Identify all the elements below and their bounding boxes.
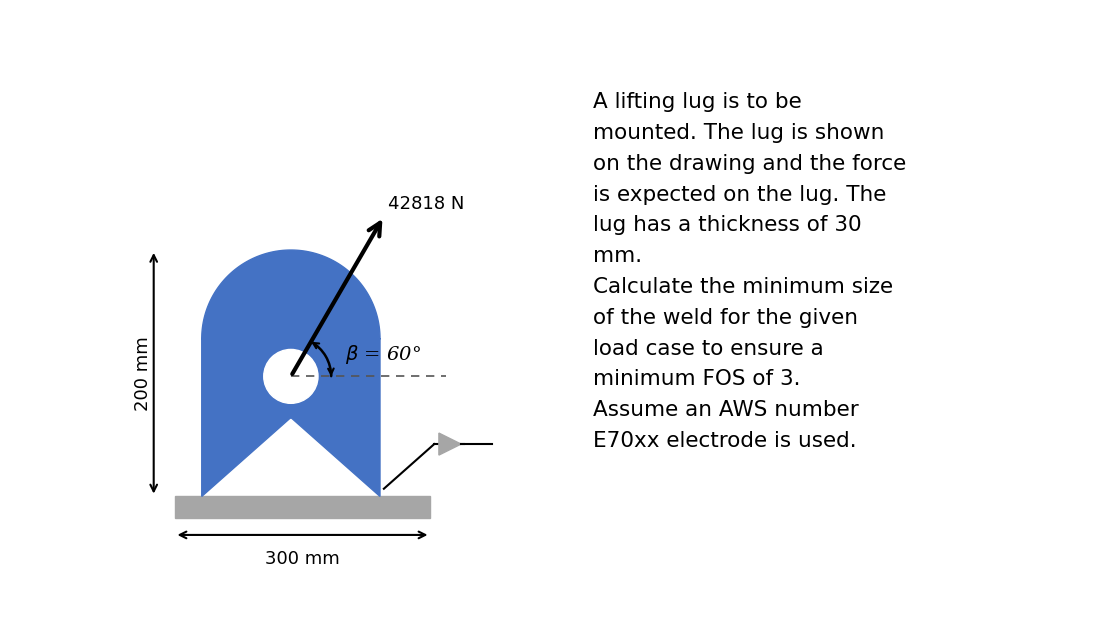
Text: 42818 N: 42818 N bbox=[388, 195, 464, 213]
Text: of the weld for the given: of the weld for the given bbox=[594, 308, 859, 328]
Bar bbox=[174, 497, 430, 518]
Text: load case to ensure a: load case to ensure a bbox=[594, 339, 824, 359]
Text: 200 mm: 200 mm bbox=[134, 336, 152, 411]
Text: mm.: mm. bbox=[594, 246, 642, 266]
Text: A lifting lug is to be: A lifting lug is to be bbox=[594, 92, 802, 112]
Text: lug has a thickness of 30: lug has a thickness of 30 bbox=[594, 216, 862, 235]
Text: is expected on the lug. The: is expected on the lug. The bbox=[594, 184, 887, 204]
Polygon shape bbox=[201, 250, 380, 497]
Text: minimum FOS of 3.: minimum FOS of 3. bbox=[594, 369, 800, 389]
Text: Calculate the minimum size: Calculate the minimum size bbox=[594, 277, 893, 297]
Text: E70xx electrode is used.: E70xx electrode is used. bbox=[594, 431, 856, 451]
Text: 300 mm: 300 mm bbox=[265, 551, 340, 568]
Text: Assume an AWS number: Assume an AWS number bbox=[594, 400, 859, 420]
Polygon shape bbox=[439, 433, 461, 455]
Text: on the drawing and the force: on the drawing and the force bbox=[594, 154, 907, 174]
Circle shape bbox=[264, 349, 318, 403]
Text: $\beta$ = 60°: $\beta$ = 60° bbox=[345, 344, 421, 366]
Text: mounted. The lug is shown: mounted. The lug is shown bbox=[594, 123, 884, 143]
